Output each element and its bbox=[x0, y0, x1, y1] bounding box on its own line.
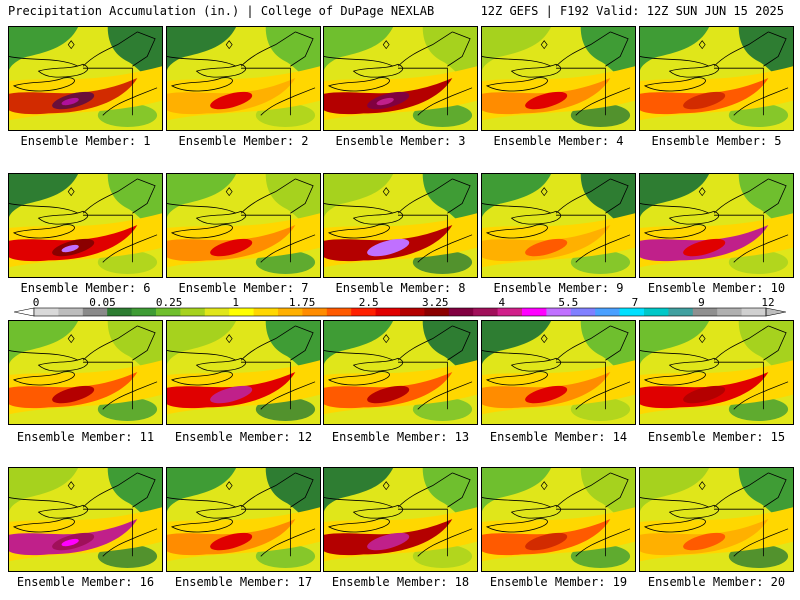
ensemble-member-map bbox=[166, 320, 321, 425]
colorbar-swatch bbox=[570, 308, 596, 316]
ensemble-member-map bbox=[323, 173, 478, 278]
colorbar-swatch bbox=[253, 308, 279, 316]
ensemble-member-label: Ensemble Member: 9 bbox=[493, 281, 624, 295]
ensemble-member-label: Ensemble Member: 7 bbox=[178, 281, 309, 295]
ensemble-member-map bbox=[8, 173, 163, 278]
ensemble-member-label: Ensemble Member: 18 bbox=[331, 575, 470, 589]
ensemble-member-label: Ensemble Member: 10 bbox=[647, 281, 786, 295]
colorbar-swatch bbox=[473, 308, 499, 316]
ensemble-member-map bbox=[323, 320, 478, 425]
colorbar-low-arrow bbox=[14, 307, 35, 317]
colorbar-swatch bbox=[278, 308, 303, 316]
colorbar-swatch bbox=[204, 308, 230, 316]
colorbar-tick-label: 3.25 bbox=[422, 296, 449, 309]
colorbar-swatch bbox=[375, 308, 401, 316]
ensemble-member-map bbox=[481, 173, 636, 278]
ensemble-member-label: Ensemble Member: 3 bbox=[335, 134, 466, 148]
colorbar-swatch bbox=[351, 308, 377, 316]
ensemble-member-map bbox=[323, 26, 478, 131]
ensemble-member-label: Ensemble Member: 12 bbox=[174, 430, 313, 444]
ensemble-member-label: Ensemble Member: 17 bbox=[174, 575, 313, 589]
colorbar-swatch bbox=[229, 308, 255, 316]
colorbar-tick-label: 5.5 bbox=[558, 296, 578, 309]
colorbar-swatch bbox=[302, 308, 328, 316]
ensemble-member-label: Ensemble Member: 5 bbox=[651, 134, 782, 148]
ensemble-member-label: Ensemble Member: 11 bbox=[16, 430, 155, 444]
colorbar-swatch bbox=[326, 308, 352, 316]
colorbar-swatch bbox=[692, 308, 718, 316]
ensemble-member-label: Ensemble Member: 1 bbox=[20, 134, 151, 148]
ensemble-member-map bbox=[639, 26, 794, 131]
colorbar-swatch bbox=[156, 308, 181, 316]
ensemble-member-map bbox=[481, 26, 636, 131]
ensemble-member-map bbox=[166, 173, 321, 278]
colorbar-swatch bbox=[619, 308, 645, 316]
ensemble-member-map bbox=[639, 320, 794, 425]
colorbar-tick-label: 1.75 bbox=[289, 296, 316, 309]
colorbar-swatch bbox=[546, 308, 572, 316]
ensemble-member-label: Ensemble Member: 20 bbox=[647, 575, 786, 589]
colorbar-swatch bbox=[497, 308, 523, 316]
colorbar-tick-label: 0.05 bbox=[89, 296, 116, 309]
colorbar-swatch bbox=[131, 308, 157, 316]
ensemble-member-label: Ensemble Member: 4 bbox=[493, 134, 624, 148]
colorbar-swatch bbox=[400, 308, 425, 316]
colorbar-tick-label: 4 bbox=[499, 296, 506, 309]
ensemble-member-map bbox=[166, 26, 321, 131]
ensemble-member-label: Ensemble Member: 13 bbox=[331, 430, 470, 444]
ensemble-member-label: Ensemble Member: 6 bbox=[20, 281, 151, 295]
ensemble-member-map bbox=[166, 467, 321, 572]
ensemble-member-label: Ensemble Member: 16 bbox=[16, 575, 155, 589]
ensemble-member-map bbox=[323, 467, 478, 572]
precipitation-colorbar: 0 0.05 0.25 1 1.75 2.5 3.25 4 5.5 7 9 12 bbox=[14, 296, 786, 317]
colorbar-swatch bbox=[448, 308, 474, 316]
colorbar-swatch bbox=[668, 308, 694, 316]
colorbar-swatch bbox=[34, 308, 59, 316]
colorbar-swatch bbox=[595, 308, 621, 316]
ensemble-member-label: Ensemble Member: 15 bbox=[647, 430, 786, 444]
colorbar-tick-label: 7 bbox=[632, 296, 639, 309]
colorbar-swatch bbox=[107, 308, 133, 316]
ensemble-member-map bbox=[481, 467, 636, 572]
colorbar-tick-label: 0 bbox=[33, 296, 40, 309]
ensemble-member-label: Ensemble Member: 19 bbox=[489, 575, 628, 589]
ensemble-member-map bbox=[8, 26, 163, 131]
colorbar-swatch bbox=[644, 308, 669, 316]
colorbar-swatch bbox=[82, 308, 108, 316]
colorbar-tick-label: 2.5 bbox=[359, 296, 379, 309]
ensemble-member-map bbox=[481, 320, 636, 425]
colorbar-swatch bbox=[717, 308, 743, 316]
colorbar-swatch bbox=[424, 308, 450, 316]
map-title: Precipitation Accumulation (in.) | Colle… bbox=[8, 4, 435, 18]
colorbar-high-arrow bbox=[765, 307, 786, 317]
ensemble-member-map bbox=[8, 467, 163, 572]
ensemble-member-label: Ensemble Member: 14 bbox=[489, 430, 628, 444]
colorbar-swatch bbox=[58, 308, 84, 316]
colorbar-tick-label: 12 bbox=[761, 296, 774, 309]
colorbar-tick-label: 1 bbox=[232, 296, 239, 309]
ensemble-member-label: Ensemble Member: 2 bbox=[178, 134, 309, 148]
colorbar-swatch bbox=[522, 308, 547, 316]
ensemble-member-map bbox=[8, 320, 163, 425]
colorbar-tick-label: 9 bbox=[698, 296, 705, 309]
ensemble-member-map bbox=[639, 173, 794, 278]
colorbar-swatch bbox=[741, 308, 767, 316]
ensemble-member-label: Ensemble Member: 8 bbox=[335, 281, 466, 295]
colorbar-tick-label: 0.25 bbox=[156, 296, 183, 309]
colorbar-swatch bbox=[180, 308, 206, 316]
ensemble-member-map bbox=[639, 467, 794, 572]
valid-time-label: 12Z GEFS | F192 Valid: 12Z SUN JUN 15 20… bbox=[480, 4, 784, 18]
